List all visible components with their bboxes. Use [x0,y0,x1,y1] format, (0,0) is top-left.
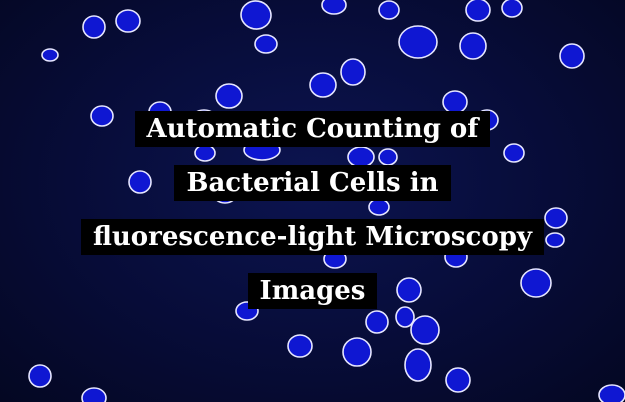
bacterial-cell [465,0,491,22]
bacterial-cell [559,43,585,69]
bacterial-cell [503,143,525,163]
caption-line-1: Automatic Counting of [134,111,491,147]
bacterial-cell [398,25,438,59]
bacterial-cell [28,364,52,388]
bacterial-cell [90,105,114,127]
bacterial-cell [378,0,400,20]
bacterial-cell [545,232,565,248]
bacterial-cell [445,367,471,393]
bacterial-cell [544,207,568,229]
bacterial-cell [321,0,347,15]
bacterial-cell [41,48,59,62]
caption-line-2: Bacterial Cells in [174,165,451,201]
bacterial-cell [309,72,337,98]
bacterial-cell [128,170,152,194]
bacterial-cell [501,0,523,18]
bacterial-cell [365,310,389,334]
bacterial-cell [342,337,372,367]
bacterial-cell [598,384,625,402]
bacterial-cell [254,34,278,54]
bacterial-cell [410,315,440,345]
bacterial-cell [115,9,141,33]
bacterial-cell [442,90,468,114]
bacterial-cell [520,268,552,298]
bacterial-cell [82,15,106,39]
bacterial-cell [215,83,243,109]
caption-line-4: Images [247,273,378,309]
bacterial-cell [240,0,272,30]
bacterial-cell [396,277,422,303]
bacterial-cell [340,58,366,86]
caption-block: Automatic Counting of Bacterial Cells in… [0,111,625,327]
caption-line-3: fluorescence-light Microscopy [81,219,544,255]
bacterial-cell [404,348,432,382]
bacterial-cell [81,387,107,402]
bacterial-cell [287,334,313,358]
bacterial-cell [459,32,487,60]
bacterial-cell [395,306,415,328]
